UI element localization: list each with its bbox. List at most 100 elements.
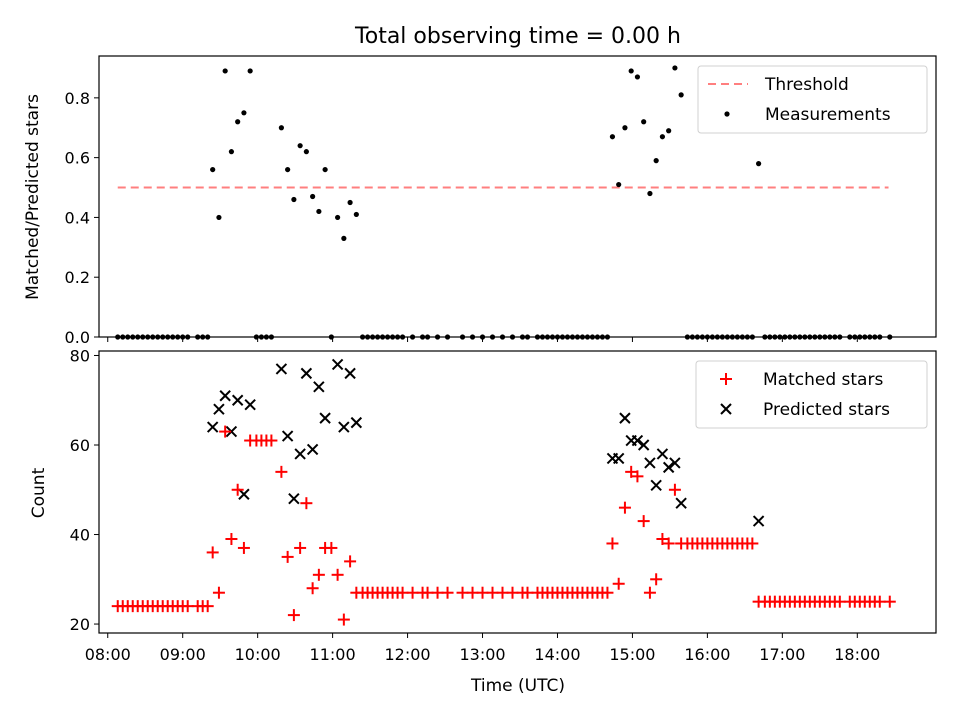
measurement-point [622, 125, 628, 131]
measurement-point [316, 208, 322, 215]
measurement-point [666, 128, 672, 134]
predicted-star-point [206, 421, 219, 433]
measurement-point [322, 166, 328, 173]
predicted-star-point [644, 457, 656, 469]
ratio-panel: 0.00.20.40.60.8 Matched/Predicted stars … [23, 55, 937, 347]
matched-star-point [219, 425, 232, 438]
measurements-legend-label: Measurements [765, 105, 891, 125]
measurement-point [210, 166, 216, 173]
predicted-star-point [225, 425, 238, 438]
matched-star-point [201, 600, 214, 613]
figure-title: Total observing time = 0.00 h [354, 24, 681, 49]
x-tick-label: 17:00 [759, 645, 805, 664]
predicted-star-point [281, 430, 294, 442]
ratio-y-tick-label: 0.2 [65, 268, 90, 287]
x-tick-label: 09:00 [160, 645, 206, 664]
predicted-star-point [669, 457, 681, 469]
matched-star-point [601, 586, 614, 599]
x-tick-label: 14:00 [534, 645, 580, 664]
x-tick-label: 12:00 [385, 645, 431, 664]
x-tick-label: 15:00 [609, 645, 655, 664]
threshold-legend-label: Threshold [764, 75, 849, 95]
predicted-star-point [350, 416, 363, 429]
matched-star-point [662, 537, 675, 550]
predicted-star-point [675, 497, 687, 509]
measurement-point [678, 92, 684, 98]
predicted-star-point [238, 488, 250, 500]
predicted-star-point [275, 363, 288, 375]
x-tick-label: 11:00 [310, 645, 356, 664]
measurement-point [653, 158, 659, 164]
count-y-axis-label: Count [29, 467, 49, 518]
matched-star-point [325, 541, 338, 554]
measurement-point [241, 110, 247, 116]
predicted-star-point [288, 493, 300, 505]
measurement-point [616, 181, 622, 188]
measurement-point [609, 134, 616, 140]
measurement-point [628, 68, 634, 74]
measurements-legend-marker [724, 111, 730, 117]
count-plot-frame [98, 350, 937, 634]
predicted-star-point [219, 390, 231, 402]
x-tick-label: 18:00 [834, 645, 880, 664]
x-axis-label: Time (UTC) [470, 676, 565, 696]
measurement-point [278, 125, 284, 131]
measurement-point [335, 214, 341, 221]
measurement-point [235, 119, 241, 125]
predicted-star-point [313, 381, 325, 393]
predicted-star-point [752, 515, 765, 527]
measurement-point [347, 199, 353, 206]
matched-star-point [231, 483, 244, 496]
matched-star-point [287, 609, 300, 622]
matched-star-point [625, 465, 638, 478]
count-y-tick-label: 20 [70, 615, 90, 634]
count-panel: 20 40 60 80 08:00 09:00 10:00 11:00 12:00 13:00 1… [29, 346, 937, 696]
measurement-point [228, 149, 235, 155]
count-legend: Matched stars Predicted stars [695, 360, 928, 429]
predicted-star-point [656, 448, 669, 460]
matched-star-point [337, 613, 350, 626]
matched-star-point [331, 568, 344, 581]
matched-star-point [746, 537, 759, 550]
ratio-y-tick-label: 0.6 [65, 149, 90, 168]
x-tick-label: 13:00 [459, 645, 505, 664]
measurement-point [285, 166, 291, 173]
matched-star-point [300, 497, 313, 510]
measurement-point [303, 149, 309, 155]
x-tick-label: 16:00 [684, 645, 730, 664]
measurement-point [634, 74, 641, 80]
predicted-star-point [631, 434, 644, 447]
count-y-tick-label: 40 [70, 526, 90, 545]
measurement-point [341, 235, 347, 241]
predicted-star-point [344, 367, 356, 380]
predicted-star-point [319, 412, 331, 424]
matched-star-point [883, 595, 896, 608]
matched-star-point [441, 586, 454, 599]
measurement-point [659, 134, 666, 140]
matched-star-point [225, 533, 238, 545]
matched-star-point [637, 515, 650, 528]
matched-star-point [668, 483, 681, 496]
matched-star-point [612, 577, 625, 590]
ratio-y-tick-label: 0.8 [65, 89, 90, 108]
ratio-plot-frame [98, 55, 937, 338]
matched-star-point [306, 582, 319, 595]
matched-legend-label: Matched stars [763, 370, 883, 390]
matched-star-point [212, 586, 225, 599]
measurement-point [672, 65, 678, 71]
predicted-star-point [331, 358, 344, 371]
matched-star-point [281, 550, 294, 563]
count-y-tick-label: 60 [70, 436, 90, 455]
matched-star-point [265, 434, 278, 447]
predicted-star-point [244, 399, 256, 411]
matched-star-point [312, 568, 325, 581]
predicted-star-point [650, 479, 662, 491]
measurement-point [310, 193, 316, 200]
predicted-star-point [294, 448, 306, 460]
matched-star-point [344, 555, 357, 568]
matched-star-point [294, 541, 307, 554]
matched-star-point [643, 586, 656, 599]
matched-legend-marker [720, 373, 732, 385]
matched-star-point [606, 537, 619, 550]
